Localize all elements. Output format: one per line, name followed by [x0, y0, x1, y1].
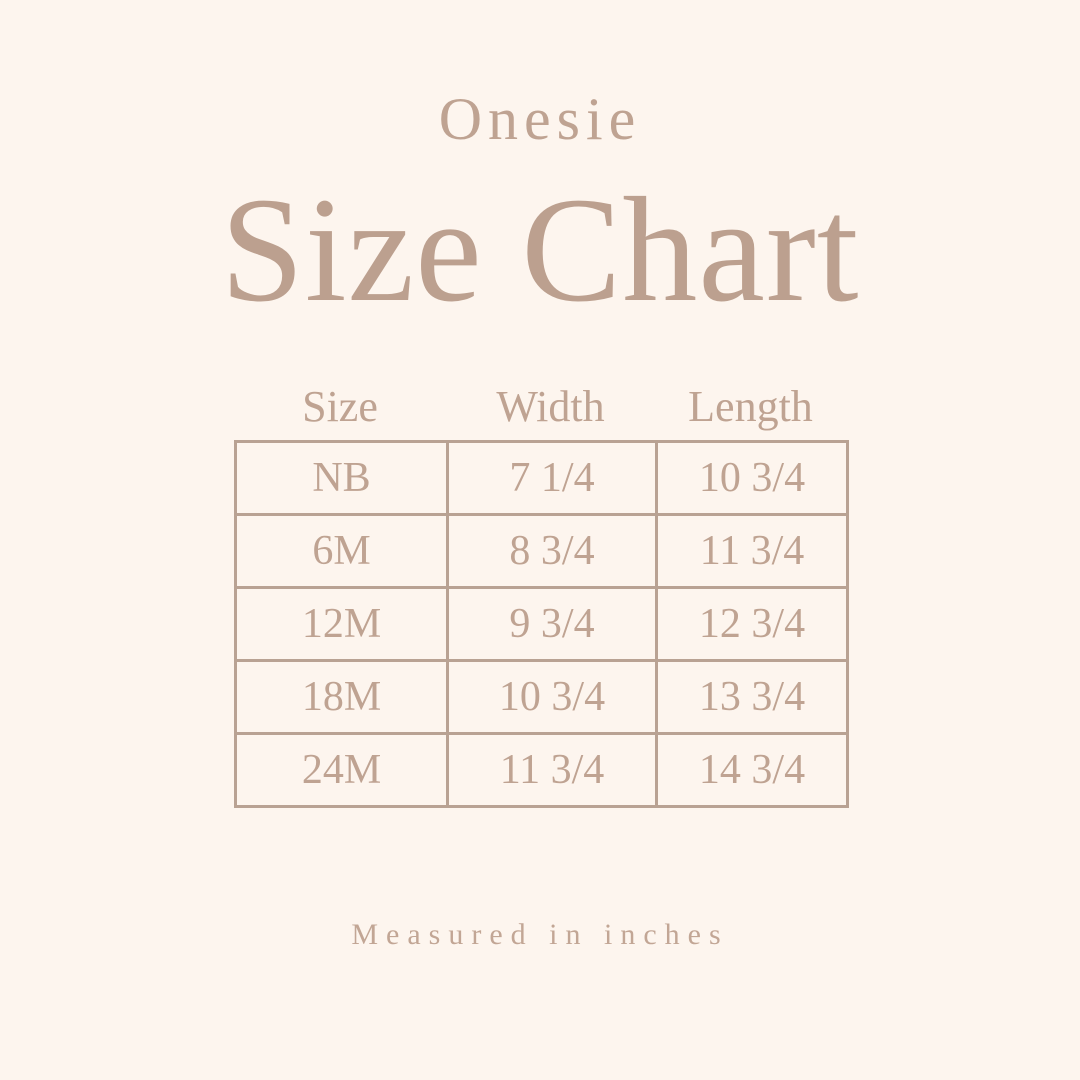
cell-size: 18M	[234, 659, 449, 735]
table-row: 6M 8 3/4 11 3/4	[234, 513, 849, 589]
cell-length: 10 3/4	[655, 440, 849, 516]
cell-length: 14 3/4	[655, 732, 849, 808]
cell-width: 10 3/4	[446, 659, 658, 735]
size-table-wrapper: Size Width Length NB 7 1/4 10 3/4 6M 8 3…	[234, 374, 849, 808]
cell-width: 7 1/4	[446, 440, 658, 516]
column-header-length: Length	[688, 382, 813, 431]
table-row: 24M 11 3/4 14 3/4	[234, 732, 849, 808]
table-row: 18M 10 3/4 13 3/4	[234, 659, 849, 735]
table-row: 12M 9 3/4 12 3/4	[234, 586, 849, 662]
size-table: NB 7 1/4 10 3/4 6M 8 3/4 11 3/4 12M 9 3/…	[234, 440, 849, 808]
cell-length: 11 3/4	[655, 513, 849, 589]
column-header-width: Width	[496, 382, 605, 431]
cell-width: 9 3/4	[446, 586, 658, 662]
cell-length: 13 3/4	[655, 659, 849, 735]
table-column-headers: Size Width Length	[234, 374, 846, 440]
cell-size: 12M	[234, 586, 449, 662]
cell-size: NB	[234, 440, 449, 516]
cell-length: 12 3/4	[655, 586, 849, 662]
cell-width: 11 3/4	[446, 732, 658, 808]
page-title: Size Chart	[220, 167, 860, 333]
title-block: Onesie Size Chart	[0, 0, 1080, 333]
measurement-units-note: Measured in inches	[351, 918, 729, 951]
cell-size: 24M	[234, 732, 449, 808]
column-header-size: Size	[302, 382, 378, 431]
product-name: Onesie	[438, 86, 642, 152]
table-row: NB 7 1/4 10 3/4	[234, 440, 849, 516]
cell-width: 8 3/4	[446, 513, 658, 589]
size-table-body: NB 7 1/4 10 3/4 6M 8 3/4 11 3/4 12M 9 3/…	[234, 440, 849, 808]
cell-size: 6M	[234, 513, 449, 589]
